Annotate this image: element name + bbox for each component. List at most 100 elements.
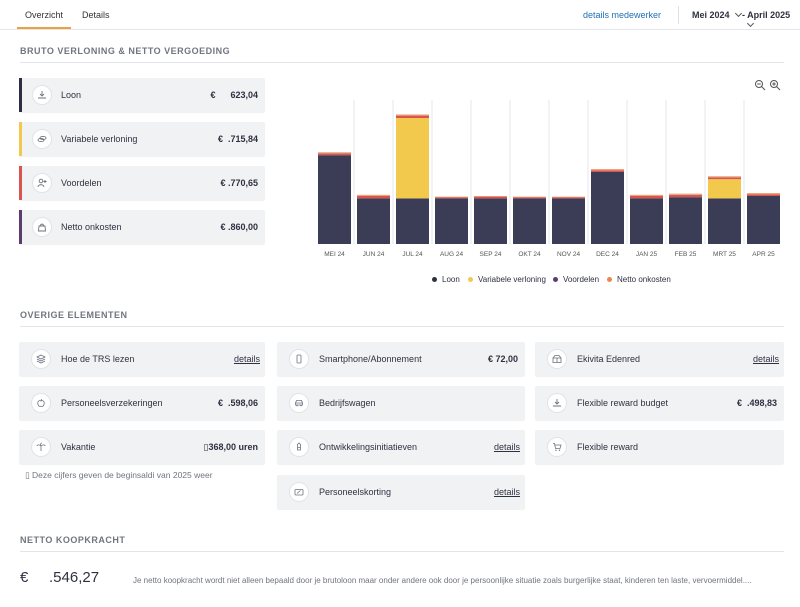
- currency: €: [736, 398, 742, 408]
- color-bar: [19, 78, 22, 112]
- card-value: € .860,00: [220, 222, 258, 232]
- card-label: Smartphone/Abonnement: [319, 354, 422, 364]
- details-link[interactable]: details: [493, 442, 520, 452]
- card-label: Flexible reward: [577, 442, 639, 452]
- element-card-smartphone[interactable]: Smartphone/Abonnement € 72,00: [277, 342, 525, 376]
- bar-segment: [669, 197, 702, 244]
- x-tick-label: AUG 24: [440, 251, 464, 258]
- amount: .770,65: [227, 178, 258, 188]
- legend-item-variabele-verloning[interactable]: Variabele verloning: [468, 275, 546, 284]
- details-link[interactable]: details: [493, 487, 520, 497]
- card-label: Loon: [61, 90, 82, 100]
- bar-segment: [591, 169, 624, 171]
- netto-currency: €: [20, 569, 29, 586]
- bar-segment: [474, 196, 507, 199]
- legend-item-voordelen[interactable]: Voordelen: [553, 275, 599, 284]
- card-value: € 623,04: [210, 90, 258, 100]
- currency: €: [220, 222, 226, 232]
- palm-tree-icon: [31, 437, 51, 457]
- bar-segment: [396, 114, 429, 116]
- tab-overzicht[interactable]: Overzicht: [17, 10, 71, 29]
- period-from-label: Mei 2024: [692, 10, 730, 20]
- amount: 623,04: [230, 90, 258, 100]
- card-label: Vakantie: [61, 442, 96, 452]
- employee-details-link[interactable]: details medewerker: [582, 10, 661, 20]
- card-value: € .598,06: [218, 398, 258, 408]
- period-from-select[interactable]: Mei 2024: [692, 9, 742, 20]
- bar-segment: [669, 194, 702, 198]
- x-tick-label: MRT 25: [713, 251, 736, 258]
- section-divider: [20, 326, 784, 327]
- zoom-out-icon[interactable]: [754, 79, 766, 91]
- summary-card-variabele-verloning[interactable]: Variabele verloning € .715,84: [19, 122, 265, 156]
- bar-segment: [474, 198, 507, 244]
- gift-card-icon: [547, 349, 567, 369]
- bar-segment: [396, 118, 429, 199]
- period-to-select[interactable]: - April 2025: [742, 10, 800, 30]
- card-label: Ekivita Edenred: [577, 354, 641, 364]
- element-card-personeelsverzekeringen[interactable]: Personeelsverzekeringen € .598,06: [19, 386, 265, 420]
- element-card-ontwikkeling[interactable]: Ontwikkelingsinitiatieven details: [277, 430, 525, 464]
- element-card-vakantie[interactable]: Vakantie ▯368,00 uren: [19, 430, 265, 464]
- card-value: € .770,65: [220, 178, 258, 188]
- element-card-trs[interactable]: Hoe de TRS lezen details: [19, 342, 265, 376]
- section-divider: [20, 62, 784, 63]
- element-card-bedrijfswagen[interactable]: Bedrijfswagen: [277, 386, 525, 420]
- x-tick-label: JAN 25: [636, 251, 658, 258]
- card-label: Ontwikkelingsinitiatieven: [319, 442, 418, 452]
- element-card-ekivita[interactable]: Ekivita Edenred details: [535, 342, 784, 376]
- bag-icon: [32, 217, 52, 237]
- legend-item-netto-onkosten[interactable]: Netto onkosten: [607, 275, 671, 284]
- layers-icon: [31, 349, 51, 369]
- details-link[interactable]: details: [233, 354, 260, 364]
- bar-segment: [591, 172, 624, 244]
- legend-label: Netto onkosten: [617, 275, 671, 284]
- card-value: € .715,84: [218, 134, 258, 144]
- x-tick-label: NOV 24: [557, 251, 581, 258]
- discount-card-icon: [289, 482, 309, 502]
- card-label: Flexible reward budget: [577, 398, 669, 408]
- details-link[interactable]: details: [752, 354, 779, 364]
- amount: .715,84: [227, 134, 258, 144]
- x-tick-label: APR 25: [752, 251, 775, 258]
- card-value: € 72,00: [487, 354, 518, 364]
- element-card-flexible-reward[interactable]: Flexible reward: [535, 430, 784, 464]
- period-to-label: - April 2025: [742, 10, 791, 20]
- bar-segment: [552, 197, 585, 199]
- x-tick-label: MEI 24: [324, 251, 345, 258]
- bar-segment: [708, 198, 741, 244]
- bar-segment: [435, 198, 468, 244]
- smartphone-icon: [289, 349, 309, 369]
- bar-segment: [318, 155, 351, 244]
- legend-item-loon[interactable]: Loon: [432, 275, 460, 284]
- bar-segment: [552, 196, 585, 198]
- footnote: ▯ Deze cijfers geven de beginsaldi van 2…: [25, 470, 213, 480]
- cart-icon: [547, 437, 567, 457]
- element-card-flexible-reward-budget[interactable]: Flexible reward budget € .498,83: [535, 386, 784, 420]
- bar-segment: [435, 196, 468, 198]
- card-label: Netto onkosten: [61, 222, 122, 232]
- currency: €: [217, 134, 223, 144]
- summary-card-voordelen[interactable]: Voordelen € .770,65: [19, 166, 265, 200]
- amount: .860,00: [227, 222, 258, 232]
- card-label: Personeelskorting: [319, 487, 392, 497]
- netto-koopkracht-description: Je netto koopkracht wordt niet alleen be…: [133, 576, 752, 585]
- summary-card-netto-onkosten[interactable]: Netto onkosten € .860,00: [19, 210, 265, 244]
- bar-segment: [474, 196, 507, 197]
- bar-segment: [747, 193, 780, 195]
- summary-card-loon[interactable]: Loon € 623,04: [19, 78, 265, 112]
- element-card-personeelskorting[interactable]: Personeelskorting details: [277, 475, 525, 509]
- zoom-in-icon[interactable]: [769, 79, 781, 91]
- user-plus-icon: [32, 173, 52, 193]
- bar-segment: [513, 196, 546, 198]
- bar-segment: [552, 198, 585, 244]
- tab-details[interactable]: Details: [82, 10, 110, 20]
- bar-segment: [747, 196, 780, 244]
- currency: €: [220, 178, 226, 188]
- legend-dot: [468, 277, 473, 282]
- netto-koopkracht-value: .546,27: [49, 569, 100, 586]
- card-label: Voordelen: [61, 178, 102, 188]
- x-tick-label: JUL 24: [402, 251, 423, 258]
- bar-segment: [435, 197, 468, 199]
- x-tick-label: FEB 25: [675, 251, 697, 258]
